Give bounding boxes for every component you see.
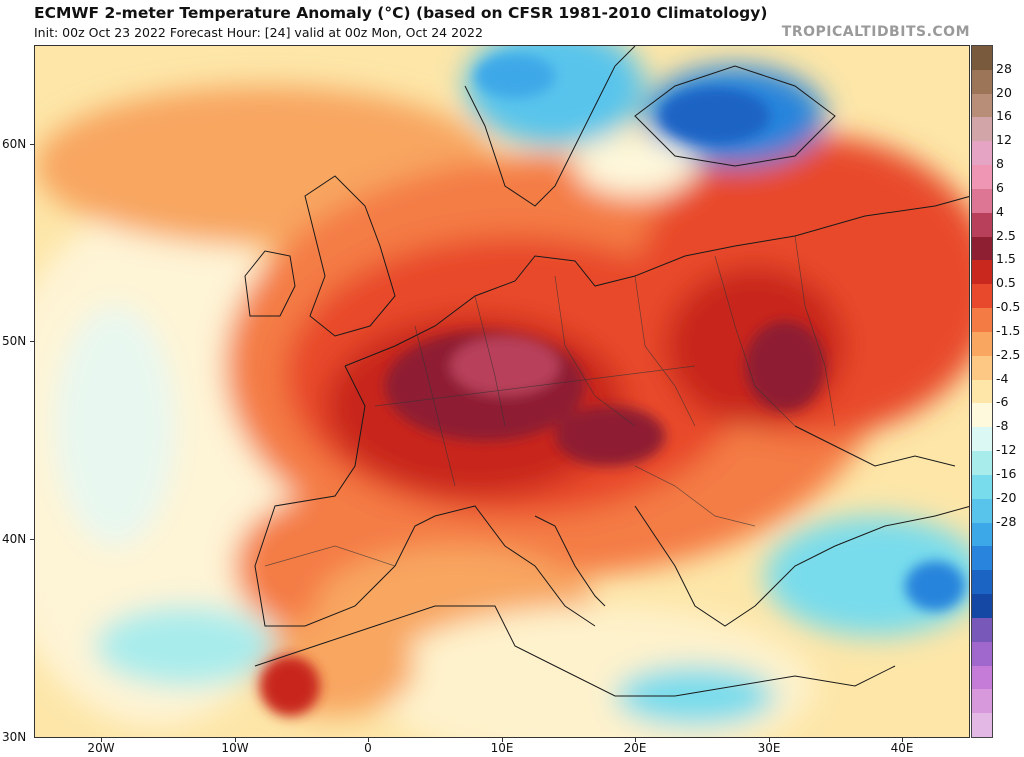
colorbar-swatch (972, 379, 992, 404)
lon-tick (502, 738, 503, 742)
colorbar-label: -8 (996, 418, 1009, 434)
lon-tick (902, 738, 903, 742)
colorbar-swatch (972, 689, 992, 714)
colorbar-swatch (972, 46, 992, 71)
colorbar-label: -28 (996, 513, 1017, 529)
colorbar-label: -4 (996, 370, 1009, 386)
lon-label-30e: 30E (757, 741, 781, 755)
lon-label-40e: 40E (890, 741, 914, 755)
colorbar-label: 12 (996, 132, 1012, 148)
colorbar-label: 28 (996, 60, 1012, 76)
colorbar-label: -1.5 (996, 322, 1021, 338)
colorbar-label: -6 (996, 394, 1009, 410)
lat-tick (30, 144, 34, 145)
colorbar-swatch (972, 188, 992, 214)
colorbar-swatch (972, 546, 992, 571)
colorbar-swatch (972, 474, 992, 500)
anomaly-map (34, 45, 970, 738)
colorbar-swatch (972, 617, 992, 643)
colorbar-label: 8 (996, 156, 1004, 172)
colorbar-label: -2.5 (996, 346, 1021, 362)
colorbar-swatch (972, 427, 992, 452)
colorbar-label: 20 (996, 84, 1012, 100)
lat-label-50n: 50N (2, 334, 27, 348)
colorbar-swatch (972, 570, 992, 595)
colorbar-swatch (972, 522, 992, 547)
colorbar-swatch (972, 308, 992, 333)
colorbar-swatch (972, 331, 992, 357)
colorbar-label: -12 (996, 442, 1017, 458)
colorbar-swatch (972, 451, 992, 476)
colorbar-swatch (972, 69, 992, 95)
map-title: ECMWF 2-meter Temperature Anomaly (°C) (… (34, 4, 768, 22)
colorbar-swatch (972, 260, 992, 285)
lon-label-0: 0 (364, 741, 372, 755)
lon-tick (235, 738, 236, 742)
colorbar-label: 4 (996, 203, 1004, 219)
lat-tick (30, 341, 34, 342)
colorbar-swatch (972, 141, 992, 166)
site-watermark: TROPICALTIDBITS.COM (781, 24, 970, 40)
lon-tick (101, 738, 102, 742)
colorbar-swatch (972, 713, 992, 738)
anomaly-field (35, 46, 969, 737)
colorbar-swatch (972, 665, 992, 690)
colorbar-swatch (972, 355, 992, 381)
lat-label-30n: 30N (2, 730, 27, 744)
lon-tick (635, 738, 636, 742)
colorbar-swatch (972, 212, 992, 238)
colorbar-swatch (972, 284, 992, 309)
lon-tick (769, 738, 770, 742)
forecast-info: Init: 00z Oct 23 2022 Forecast Hour: [24… (34, 25, 483, 40)
lat-label-60n: 60N (2, 137, 27, 151)
lon-tick (368, 738, 369, 742)
colorbar-label: -20 (996, 489, 1017, 505)
lat-tick (30, 539, 34, 540)
colorbar-swatch (972, 236, 992, 261)
colorbar-swatch (972, 93, 992, 118)
lon-label-20w: 20W (87, 741, 115, 755)
colorbar-label: 1.5 (996, 251, 1016, 267)
lon-label-20e: 20E (623, 741, 647, 755)
colorbar-label: 16 (996, 108, 1012, 124)
colorbar-swatch (972, 498, 992, 524)
lon-label-10w: 10W (221, 741, 249, 755)
colorbar-label: -16 (996, 465, 1017, 481)
colorbar-label: 6 (996, 179, 1004, 195)
colorbar-swatch (972, 403, 992, 428)
colorbar-swatch (972, 165, 992, 190)
lon-label-10e: 10E (490, 741, 514, 755)
colorbar-swatch (972, 594, 992, 619)
colorbar-label: -0.5 (996, 299, 1021, 315)
colorbar (971, 45, 993, 738)
colorbar-label: 2.5 (996, 227, 1016, 243)
colorbar-swatch (972, 117, 992, 142)
colorbar-swatch (972, 641, 992, 666)
colorbar-label: 0.5 (996, 275, 1016, 291)
lat-label-40n: 40N (2, 532, 27, 546)
